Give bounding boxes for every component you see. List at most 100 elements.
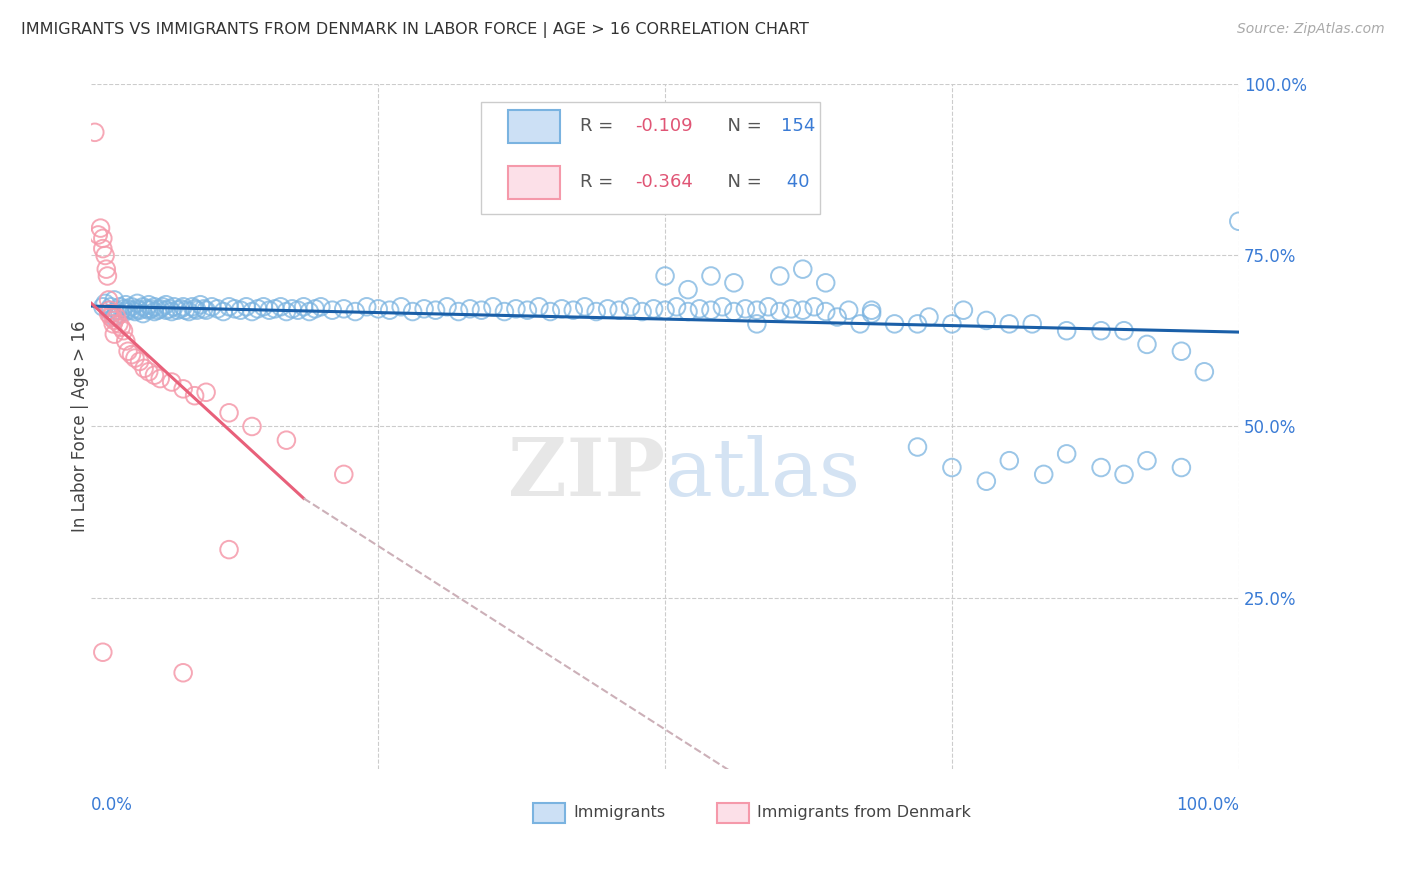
Point xyxy=(103,327,125,342)
Point xyxy=(195,385,218,400)
Point xyxy=(193,301,215,316)
Point xyxy=(181,300,204,314)
Point xyxy=(756,300,779,314)
Point xyxy=(551,301,574,316)
Point xyxy=(155,298,177,312)
Text: R =: R = xyxy=(581,117,619,136)
Point xyxy=(132,300,155,314)
Point xyxy=(212,304,235,318)
Point xyxy=(91,645,114,659)
Point xyxy=(90,221,112,235)
Point xyxy=(654,268,676,283)
Point xyxy=(1170,460,1192,475)
Point xyxy=(1170,344,1192,359)
Point xyxy=(676,304,699,318)
Point xyxy=(163,300,186,314)
Point xyxy=(700,303,723,318)
Text: Immigrants: Immigrants xyxy=(574,805,665,821)
Point xyxy=(643,301,665,316)
Point xyxy=(97,307,120,321)
Point xyxy=(103,313,125,327)
Point xyxy=(105,310,128,324)
FancyBboxPatch shape xyxy=(717,803,749,823)
Point xyxy=(825,310,848,324)
Point xyxy=(160,304,183,318)
Point xyxy=(112,324,135,338)
Point xyxy=(177,304,200,318)
Point xyxy=(201,300,224,314)
Point xyxy=(97,293,120,307)
Point xyxy=(941,460,963,475)
Point xyxy=(745,317,768,331)
Point xyxy=(814,304,837,318)
Point xyxy=(195,303,218,318)
Point xyxy=(97,303,120,318)
Point xyxy=(172,382,194,396)
Point xyxy=(96,268,118,283)
Point xyxy=(281,301,304,316)
Point xyxy=(711,300,734,314)
Point xyxy=(333,301,356,316)
Point xyxy=(229,303,252,318)
Point xyxy=(883,317,905,331)
Point xyxy=(562,303,585,318)
FancyBboxPatch shape xyxy=(533,803,565,823)
Point xyxy=(401,304,423,318)
Point xyxy=(1021,317,1043,331)
Point xyxy=(436,300,458,314)
Point xyxy=(425,303,447,318)
Point xyxy=(186,303,208,318)
Text: 0.0%: 0.0% xyxy=(91,796,134,814)
Point xyxy=(1112,324,1135,338)
Point xyxy=(146,303,169,318)
Point xyxy=(654,303,676,318)
Point xyxy=(723,304,745,318)
Point xyxy=(1194,365,1216,379)
Point xyxy=(367,301,389,316)
Point xyxy=(689,301,711,316)
Point xyxy=(112,301,135,316)
Point xyxy=(356,300,378,314)
Text: Immigrants from Denmark: Immigrants from Denmark xyxy=(756,805,970,821)
Point xyxy=(665,300,688,314)
Point xyxy=(224,301,246,316)
Point xyxy=(152,300,174,314)
Point xyxy=(166,303,188,318)
Text: -0.364: -0.364 xyxy=(636,173,693,191)
Point xyxy=(976,313,998,327)
Text: -0.109: -0.109 xyxy=(636,117,693,136)
Point xyxy=(976,474,998,488)
Point xyxy=(207,301,229,316)
Point xyxy=(83,125,105,139)
Point xyxy=(860,307,883,321)
Point xyxy=(124,304,146,318)
Point xyxy=(516,303,538,318)
Point xyxy=(94,296,117,310)
Point xyxy=(240,304,263,318)
Point xyxy=(100,300,122,314)
Point xyxy=(114,334,136,348)
Point xyxy=(127,301,149,316)
Point xyxy=(103,310,125,324)
Point xyxy=(264,301,287,316)
Point xyxy=(1112,467,1135,482)
Text: R =: R = xyxy=(581,173,619,191)
Point xyxy=(494,304,516,318)
Point xyxy=(389,300,412,314)
Point xyxy=(952,303,974,318)
Point xyxy=(128,354,150,368)
Point xyxy=(91,242,114,256)
Point xyxy=(183,389,205,403)
Point xyxy=(117,301,139,316)
Point xyxy=(458,301,481,316)
Point xyxy=(172,300,194,314)
Point xyxy=(149,371,172,385)
Point xyxy=(121,300,143,314)
Point xyxy=(309,300,332,314)
Point xyxy=(240,419,263,434)
Point xyxy=(849,317,872,331)
Point xyxy=(110,320,132,334)
Point xyxy=(91,300,114,314)
Point xyxy=(918,310,941,324)
Point xyxy=(907,317,929,331)
